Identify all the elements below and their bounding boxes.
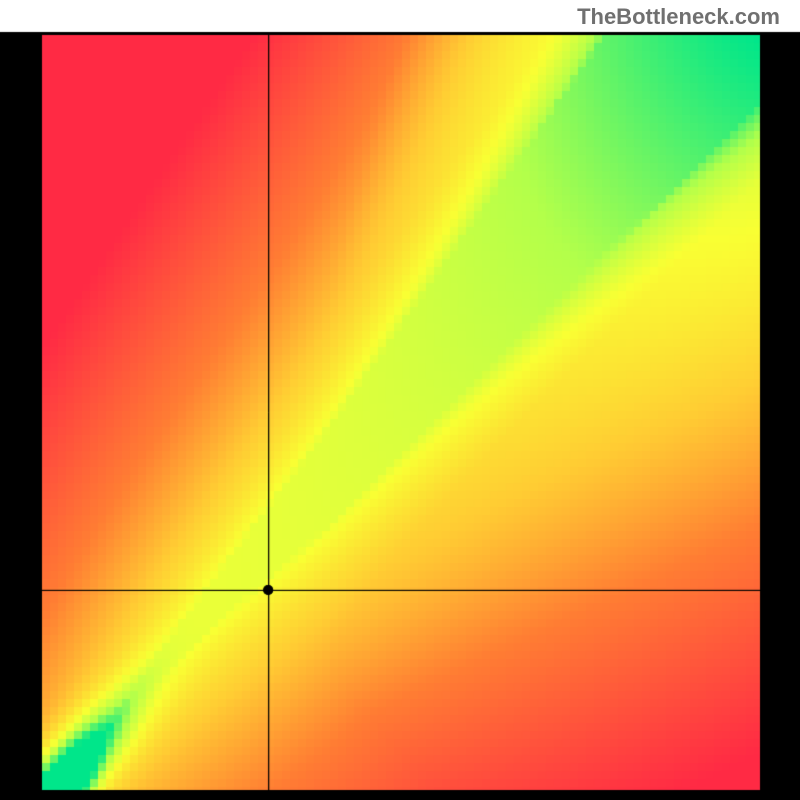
chart-container: TheBottleneck.com (0, 0, 800, 800)
watermark-text: TheBottleneck.com (577, 4, 780, 30)
heatmap-canvas (0, 0, 800, 800)
